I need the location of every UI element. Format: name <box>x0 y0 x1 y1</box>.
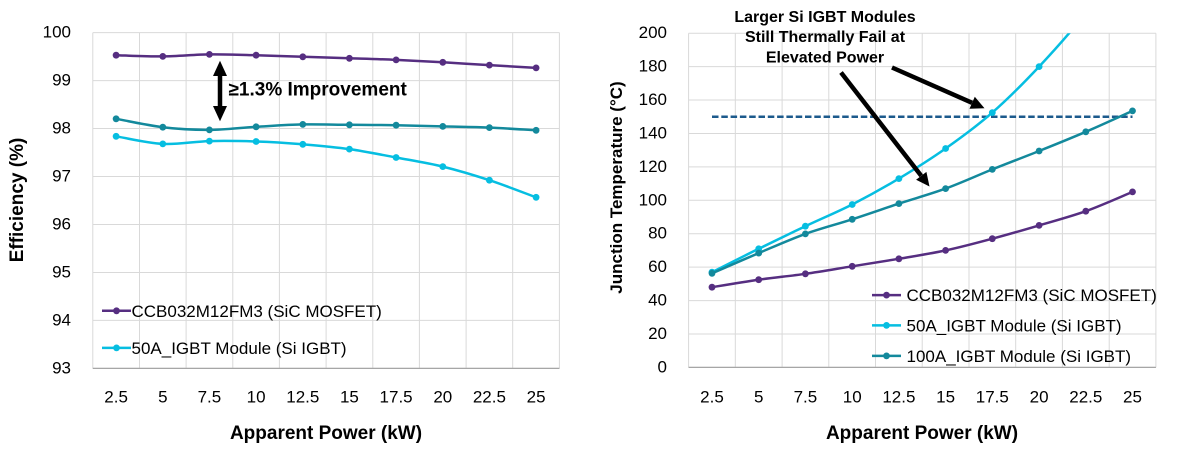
svg-text:10: 10 <box>247 388 266 407</box>
svg-text:10: 10 <box>843 388 862 407</box>
svg-text:25: 25 <box>527 388 546 407</box>
svg-text:100A_IGBT Module (Si IGBT): 100A_IGBT Module (Si IGBT) <box>907 347 1132 366</box>
svg-text:50A_IGBT Module (Si IGBT): 50A_IGBT Module (Si IGBT) <box>907 316 1122 335</box>
svg-text:97: 97 <box>52 167 71 186</box>
svg-text:50A_IGBT Module (Si IGBT): 50A_IGBT Module (Si IGBT) <box>132 339 347 358</box>
svg-text:Elevated Power: Elevated Power <box>766 49 884 66</box>
svg-text:140: 140 <box>639 124 667 143</box>
svg-text:94: 94 <box>52 310 71 329</box>
svg-text:100: 100 <box>43 23 71 42</box>
svg-text:180: 180 <box>639 57 667 76</box>
svg-text:22.5: 22.5 <box>1069 388 1102 407</box>
svg-text:12.5: 12.5 <box>286 388 319 407</box>
svg-text:≥1.3% Improvement: ≥1.3% Improvement <box>229 80 408 101</box>
svg-text:96: 96 <box>52 215 71 234</box>
svg-text:20: 20 <box>648 324 667 343</box>
svg-text:17.5: 17.5 <box>976 388 1009 407</box>
svg-text:20: 20 <box>1030 388 1049 407</box>
svg-text:15: 15 <box>340 388 359 407</box>
svg-text:Still Thermally Fail at: Still Thermally Fail at <box>745 29 906 46</box>
svg-text:98: 98 <box>52 119 71 138</box>
svg-text:80: 80 <box>648 224 667 243</box>
svg-text:22.5: 22.5 <box>473 388 506 407</box>
svg-text:100: 100 <box>639 190 667 209</box>
svg-text:Efficiency (%): Efficiency (%) <box>7 138 28 263</box>
svg-text:12.5: 12.5 <box>882 388 915 407</box>
svg-text:120: 120 <box>639 157 667 176</box>
svg-text:160: 160 <box>639 90 667 109</box>
svg-text:20: 20 <box>433 388 452 407</box>
svg-text:17.5: 17.5 <box>380 388 413 407</box>
svg-text:95: 95 <box>52 263 71 282</box>
svg-text:5: 5 <box>158 388 167 407</box>
svg-text:2.5: 2.5 <box>700 388 724 407</box>
svg-text:25: 25 <box>1123 388 1142 407</box>
svg-text:40: 40 <box>648 291 667 310</box>
svg-text:93: 93 <box>52 358 71 377</box>
svg-text:Apparent Power (kW): Apparent Power (kW) <box>826 423 1018 444</box>
svg-text:7.5: 7.5 <box>794 388 818 407</box>
svg-text:60: 60 <box>648 257 667 276</box>
svg-text:7.5: 7.5 <box>198 388 222 407</box>
svg-text:Junction Temperature (°C): Junction Temperature (°C) <box>607 81 626 293</box>
svg-text:CCB032M12FM3 (SiC MOSFET): CCB032M12FM3 (SiC MOSFET) <box>907 286 1157 305</box>
svg-text:Larger Si IGBT Modules: Larger Si IGBT Modules <box>734 9 915 26</box>
svg-text:200: 200 <box>639 23 667 42</box>
svg-text:0: 0 <box>658 357 667 376</box>
svg-text:Apparent Power (kW): Apparent Power (kW) <box>230 423 422 444</box>
svg-text:99: 99 <box>52 71 71 90</box>
svg-text:CCB032M12FM3 (SiC MOSFET): CCB032M12FM3 (SiC MOSFET) <box>132 302 382 321</box>
svg-text:15: 15 <box>936 388 955 407</box>
svg-text:2.5: 2.5 <box>104 388 128 407</box>
svg-text:5: 5 <box>754 388 763 407</box>
